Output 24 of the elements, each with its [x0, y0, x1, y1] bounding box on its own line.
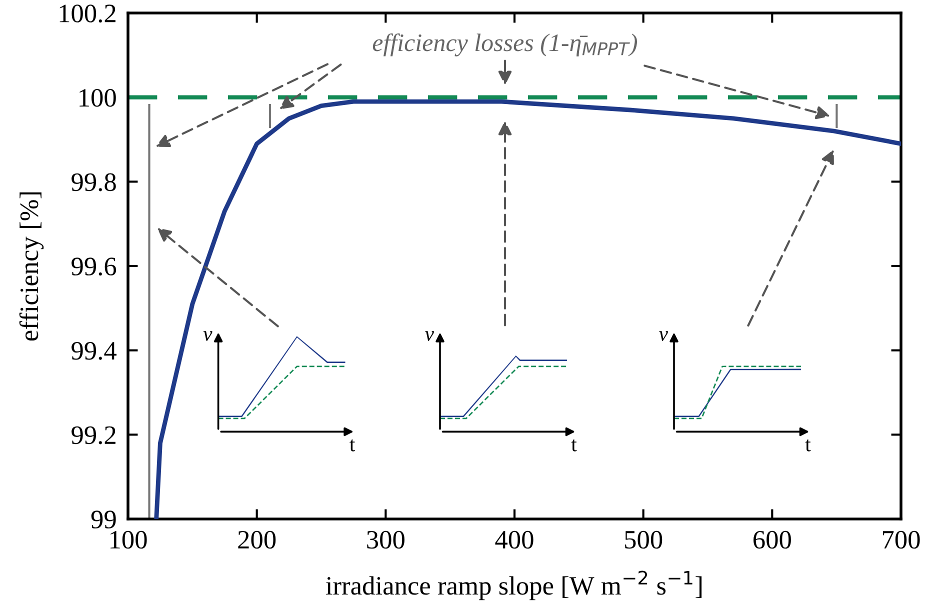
y-axis-title: efficiency [%] — [19, 192, 44, 341]
y-tick-label: 99.6 — [72, 258, 116, 276]
x-tick-label: 200 — [238, 530, 276, 549]
x-tick-label: 400 — [495, 530, 534, 549]
x-tick-label: 700 — [882, 530, 920, 549]
y-tick-label: 100.2 — [60, 4, 116, 23]
y-tick-label: 99 — [91, 510, 116, 528]
x-tick-label: 500 — [625, 530, 662, 549]
x-tick-label: 300 — [367, 530, 404, 549]
annotation: t — [805, 439, 811, 452]
y-tick-label: 99.2 — [72, 426, 116, 444]
annotation: t — [571, 439, 577, 452]
x-axis-title: irradiance ramp slope [W m$^{−2}$ s$^{−1}$] — [326, 570, 702, 600]
annotation: v — [203, 331, 212, 341]
y-tick-label: 99.4 — [72, 342, 116, 360]
line-series — [154, 99, 901, 519]
annotation: v — [659, 331, 668, 341]
y-tick-label: 100 — [80, 88, 116, 107]
annotation: t — [350, 439, 356, 452]
y-tick-label: 99.8 — [72, 173, 116, 192]
annotation: efficiency losses (1-η̄$_{MPPT}$) — [372, 33, 638, 56]
x-tick-label: 100 — [110, 530, 147, 549]
x-tick-label: 600 — [754, 530, 791, 549]
annotation: v — [425, 331, 434, 341]
